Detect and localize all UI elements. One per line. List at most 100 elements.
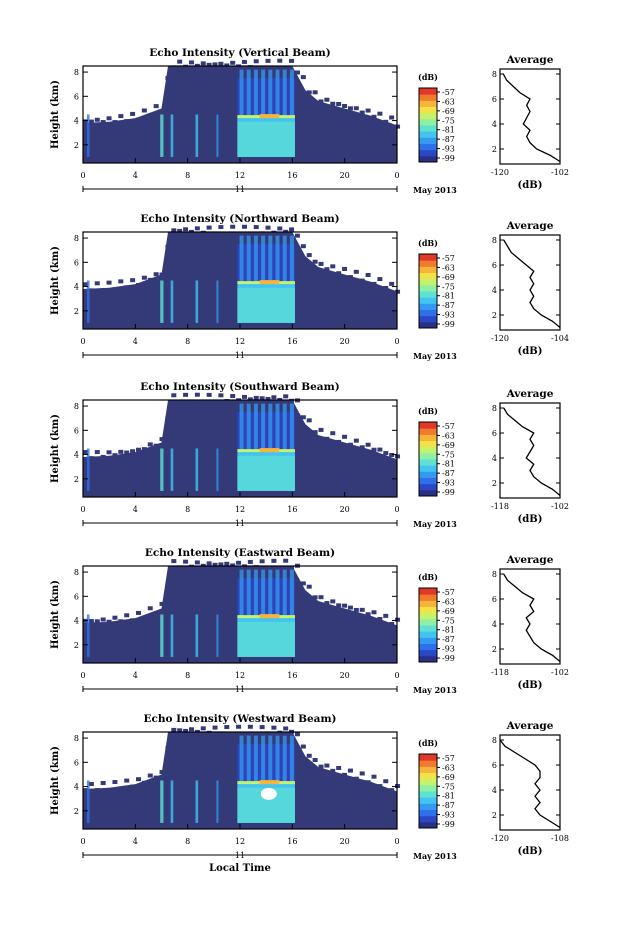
echo-speckle: [353, 438, 359, 443]
echo-speckle: [135, 777, 141, 782]
rain-plume: [261, 569, 266, 616]
y-axis-label: Height (km): [50, 746, 61, 815]
colorbar-swatch: [419, 772, 437, 780]
colorbar-swatch: [419, 766, 437, 773]
y-tick-label: 6: [74, 592, 79, 601]
echo-speckle: [159, 770, 165, 775]
x-tick-label: 4: [133, 337, 138, 346]
echo-speckle: [289, 565, 295, 570]
colorbar-swatch: [419, 260, 437, 267]
panel-title: Echo Intensity (Northward Beam): [140, 213, 339, 225]
colorbar: (dB) -57-63-69-75-81-87-93-99: [418, 72, 455, 163]
colorbar-swatch: [419, 821, 437, 829]
echo-speckle: [171, 393, 177, 398]
colorbar-tick-label: -81: [442, 792, 455, 801]
echo-speckle: [224, 561, 230, 566]
echo-speckle: [165, 76, 171, 81]
echo-speckle: [259, 725, 265, 730]
echo-speckle: [112, 120, 118, 125]
echo-speckle: [135, 447, 141, 452]
echo-speckle: [141, 108, 147, 113]
echo-speckle: [147, 113, 153, 118]
echo-speckle: [330, 264, 336, 269]
echo-speckle: [359, 445, 365, 450]
echo-speckle: [377, 111, 383, 116]
date-tick-label: 11: [235, 685, 245, 694]
rain-band-lower: [237, 287, 295, 323]
colorbar-tick-label: -87: [442, 635, 455, 644]
echo-speckle: [224, 399, 230, 404]
echo-speckle: [171, 65, 177, 70]
colorbar-swatch: [419, 303, 437, 310]
avg-x-label: (dB): [518, 846, 543, 857]
echo-speckle: [283, 65, 289, 70]
rain-plume: [275, 735, 280, 782]
rain-plume: [246, 735, 251, 782]
panel-title: Echo Intensity (Westward Beam): [143, 713, 336, 725]
rain-plume: [253, 69, 258, 116]
colorbar-swatch: [419, 291, 437, 298]
echo-speckle: [253, 565, 259, 570]
echo-speckle: [118, 619, 124, 624]
echo-speckle: [377, 784, 383, 789]
echo-speckle: [153, 104, 159, 109]
echo-speckle: [347, 768, 353, 773]
echo-speckle: [347, 275, 353, 280]
echo-speckle: [112, 287, 118, 292]
echo-speckle: [218, 393, 224, 398]
echo-speckle: [371, 447, 377, 452]
echo-speckle: [259, 559, 265, 564]
echo-speckle: [336, 603, 342, 608]
colorbar-tick-label: -87: [442, 469, 455, 478]
echo-speckle: [236, 231, 242, 236]
echo-speckle: [353, 106, 359, 111]
rain-plume: [253, 403, 258, 450]
echo-streak: [195, 614, 199, 657]
echo-speckle: [83, 788, 88, 793]
echo-speckle: [230, 60, 236, 65]
bright-band-peak: [259, 614, 280, 619]
echo-speckle: [253, 59, 259, 64]
echo-speckle: [277, 58, 283, 63]
echo-speckle: [106, 619, 112, 624]
colorbar-tick-label: -57: [442, 422, 455, 431]
echo-speckle: [247, 65, 253, 70]
rain-plume: [246, 69, 251, 116]
colorbar-tick-label: -69: [442, 273, 455, 282]
avg-y-tick-label: 4: [492, 786, 497, 795]
echo-speckle: [141, 275, 147, 280]
echo-streak: [170, 280, 174, 323]
echo-speckle: [159, 601, 165, 606]
echo-speckle: [247, 559, 253, 564]
echo-speckle: [259, 396, 265, 401]
echo-speckle: [300, 244, 306, 249]
rain-plume: [268, 735, 273, 782]
echo-speckle: [118, 786, 124, 791]
echo-speckle: [153, 272, 159, 277]
colorbar-tick-label: -63: [442, 763, 455, 772]
colorbar-tick-label: -57: [442, 88, 455, 97]
echo-speckle: [312, 595, 318, 600]
rain-plume: [275, 569, 280, 616]
echo-speckle: [88, 288, 94, 293]
x-tick-label: 0: [80, 671, 85, 680]
colorbar-swatch: [419, 278, 437, 286]
rain-plume: [268, 569, 273, 616]
echo-speckle: [289, 58, 295, 63]
avg-y-tick-label: 4: [492, 454, 497, 463]
rain-plume: [289, 735, 294, 782]
echo-speckle: [389, 452, 395, 457]
avg-y-tick-label: 2: [492, 311, 497, 320]
colorbar-swatch: [419, 131, 437, 138]
colorbar-swatch: [419, 791, 437, 798]
colorbar-swatch: [419, 784, 437, 792]
colorbar-tick-label: -87: [442, 135, 455, 144]
rain-plume: [268, 235, 273, 282]
x-tick-label: 0: [80, 171, 85, 180]
avg-x-tick-label: -102: [551, 668, 569, 677]
panel-5: Echo Intensity (Westward Beam) 2 4 6 8 Height…: [50, 713, 569, 874]
rain-band-lower: [237, 455, 295, 491]
echo-speckle: [383, 285, 389, 290]
avg-y-tick-label: 4: [492, 620, 497, 629]
echo-speckle: [165, 244, 171, 249]
